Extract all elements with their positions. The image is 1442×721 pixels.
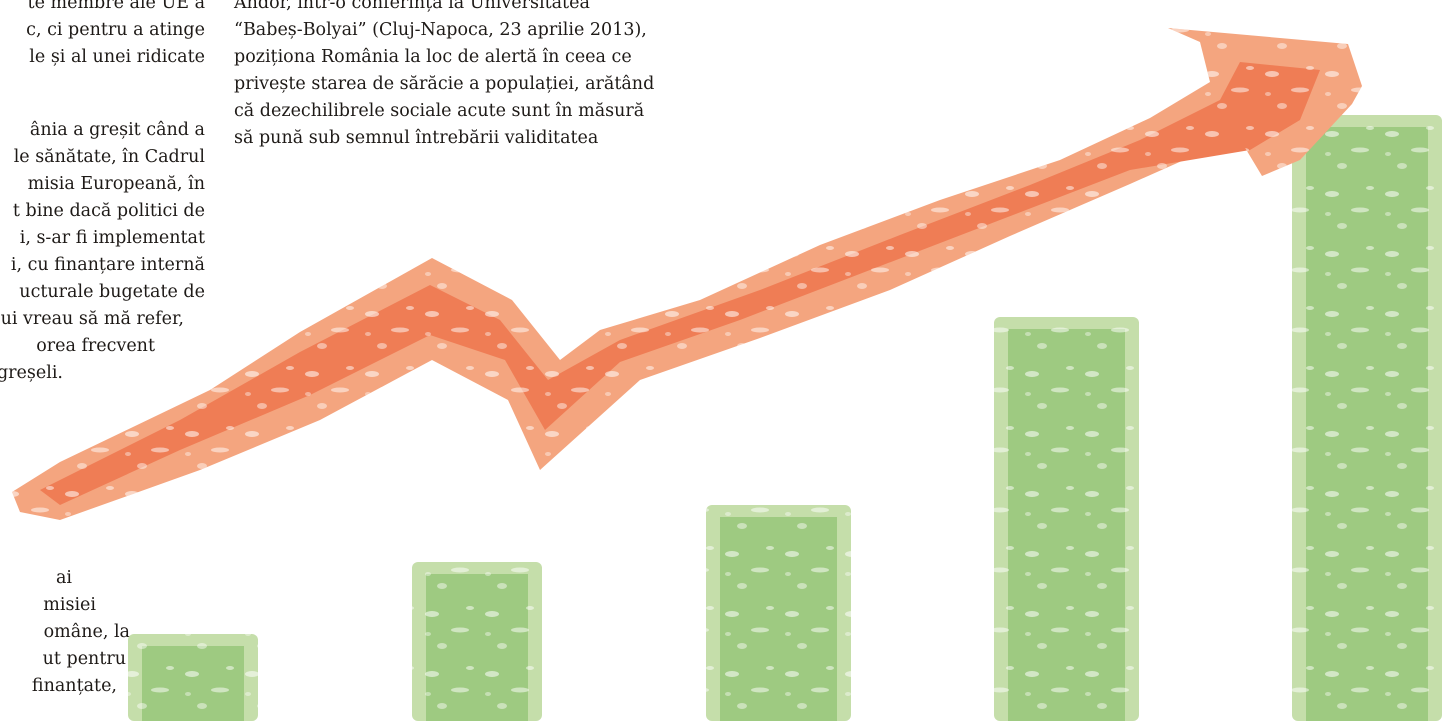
bar-group (128, 115, 1442, 721)
text-line: te membre ale UE a (27, 0, 205, 13)
text-line: că dezechilibrele sociale acute sunt în … (234, 101, 645, 121)
text-line: le și al unei ridicate (29, 47, 205, 67)
text-line: Andor, într-o conferință la Universitate… (234, 0, 590, 13)
text-line: t bine dacă politici de (12, 201, 205, 221)
text-line: privește starea de sărăcie a populației,… (234, 74, 655, 94)
text-line: orea frecvent (36, 336, 155, 356)
rising-arrow (12, 28, 1362, 520)
middle-text-column: Andor, într-o conferință la Universitate… (234, 0, 669, 180)
growth-bar (128, 634, 258, 721)
text-line: i, s-ar fi implementat (19, 228, 205, 248)
growth-bar (412, 562, 542, 721)
text-line: ui vreau să mă refer, (0, 309, 184, 329)
text-line: ut pentru (42, 649, 126, 669)
growth-bar (706, 505, 851, 721)
text-line: ucturale bugetate de (19, 282, 205, 302)
text-line: misiei (43, 595, 96, 615)
text-line: c, ci pentru a atinge (26, 20, 205, 40)
text-line: să pună sub semnul întrebării validitate… (234, 128, 599, 148)
growth-bar (1292, 115, 1442, 721)
text-line: finanțate, (31, 676, 117, 696)
text-line: misia Europeană, în (27, 174, 205, 194)
text-line: le sănătate, în Cadrul (13, 147, 205, 167)
growth-bar (994, 317, 1139, 721)
left-lower-text-column: ai misiei omâne, la ut pentru finanțate, (0, 560, 130, 721)
text-line: poziționa România la loc de alertă în ce… (234, 47, 632, 67)
left-text-column: te membre ale UE a c, ci pentru a atinge… (0, 0, 205, 440)
text-line: “Babeș-Bolyai” (Cluj-Napoca, 23 aprilie … (234, 20, 647, 40)
text-line: greșeli. (0, 363, 63, 383)
text-line: omâne, la (43, 622, 130, 642)
text-line: i, cu finanțare internă (10, 255, 205, 275)
text-line: ai (55, 568, 72, 588)
text-line: ânia a greșit când a (29, 120, 205, 140)
